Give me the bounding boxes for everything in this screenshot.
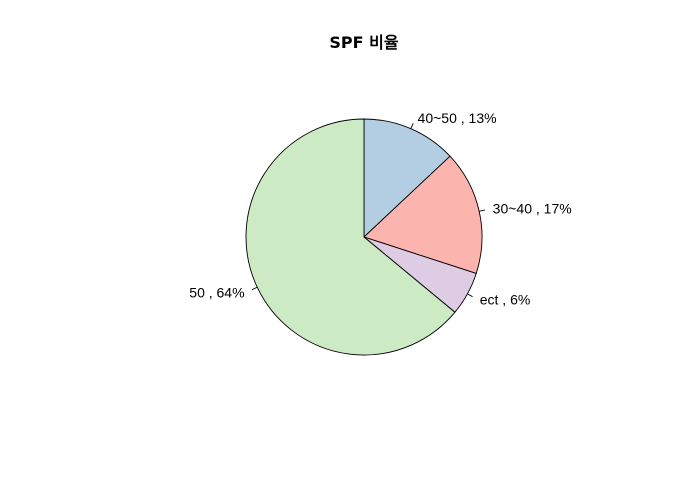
pie-leader-ect	[467, 293, 473, 298]
pie-label-30~40: 30~40 , 17%	[493, 201, 572, 217]
pie-slice-50	[245, 118, 456, 356]
pie-slices	[245, 118, 483, 356]
pie-label-50: 50 , 64%	[189, 284, 244, 300]
pie-leader-30~40	[479, 209, 486, 212]
pie-leader-50	[251, 286, 258, 291]
pie-leader-40~50	[410, 123, 414, 129]
chart-title: SPF 비율	[329, 33, 398, 52]
pie-label-40~50: 40~50 , 13%	[418, 110, 497, 126]
pie-slice-40~50	[363, 118, 451, 239]
pie-labels: 40~50 , 13% 30~40 , 17% ect , 6% 50 , 64%	[189, 110, 571, 308]
pie-label-ect: ect , 6%	[480, 292, 531, 308]
